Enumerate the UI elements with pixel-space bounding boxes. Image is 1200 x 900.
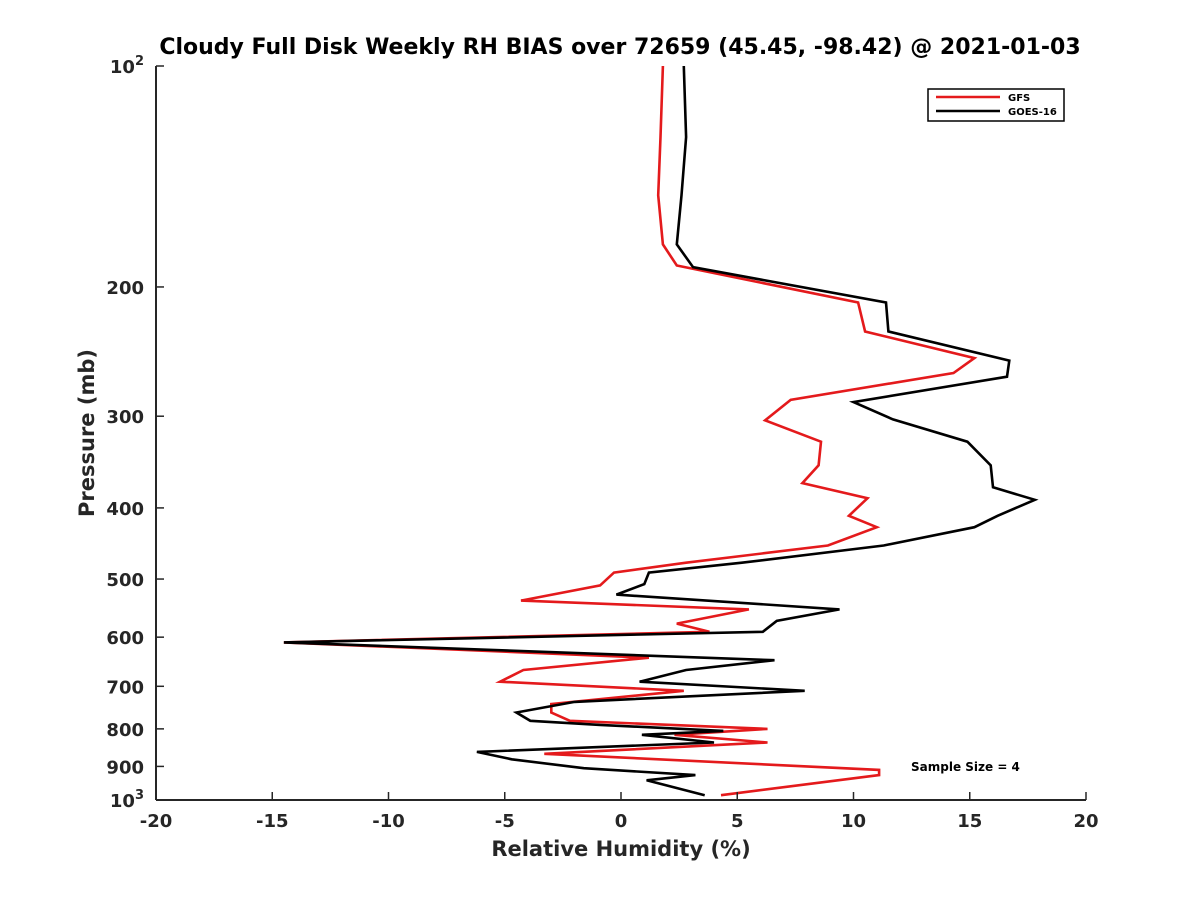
x-axis-label: Relative Humidity (%) bbox=[491, 837, 750, 861]
y-tick-label: 600 bbox=[106, 628, 144, 649]
x-tick-label: 0 bbox=[615, 811, 628, 832]
y-tick-label-exponent: 2 bbox=[135, 54, 144, 69]
y-tick-label: 800 bbox=[106, 720, 144, 741]
y-tick-label: 700 bbox=[106, 677, 144, 698]
x-tick-label: -5 bbox=[495, 811, 515, 832]
y-tick-label-base: 10 bbox=[110, 57, 135, 78]
y-tick-label: 900 bbox=[106, 757, 144, 778]
legend-label-gfs: GFS bbox=[1008, 93, 1030, 104]
y-tick-label: 103 bbox=[110, 788, 144, 812]
x-tick-label: -10 bbox=[372, 811, 405, 832]
x-tick-label: 10 bbox=[841, 811, 866, 832]
y-tick-label: 400 bbox=[106, 499, 144, 520]
x-tick-label: -20 bbox=[140, 811, 173, 832]
y-tick-label: 200 bbox=[106, 278, 144, 299]
legend: GFS GOES-16 bbox=[927, 88, 1065, 122]
series-line-gfs bbox=[283, 65, 978, 797]
legend-label-goes16: GOES-16 bbox=[1008, 107, 1057, 118]
y-tick-label: 102 bbox=[110, 54, 144, 78]
y-tick-label: 500 bbox=[106, 570, 144, 591]
legend-box bbox=[927, 88, 1065, 122]
y-tick-label-exponent: 3 bbox=[135, 788, 144, 803]
chart-title: Cloudy Full Disk Weekly RH BIAS over 726… bbox=[159, 35, 1080, 60]
x-tick-label: 5 bbox=[731, 811, 744, 832]
y-axis-label: Pressure (mb) bbox=[75, 349, 99, 517]
sample-size-annotation: Sample Size = 4 bbox=[911, 760, 1020, 774]
x-tick-label: 20 bbox=[1073, 811, 1098, 832]
y-tick-label-base: 10 bbox=[110, 791, 135, 812]
x-ticks: -20 -15 -10 -5 0 5 10 15 20 bbox=[140, 792, 1099, 832]
x-tick-label: -15 bbox=[256, 811, 289, 832]
plot-area bbox=[283, 65, 1039, 797]
series-line-goes16 bbox=[283, 65, 1039, 797]
y-tick-label: 300 bbox=[106, 407, 144, 428]
x-tick-label: 15 bbox=[957, 811, 982, 832]
